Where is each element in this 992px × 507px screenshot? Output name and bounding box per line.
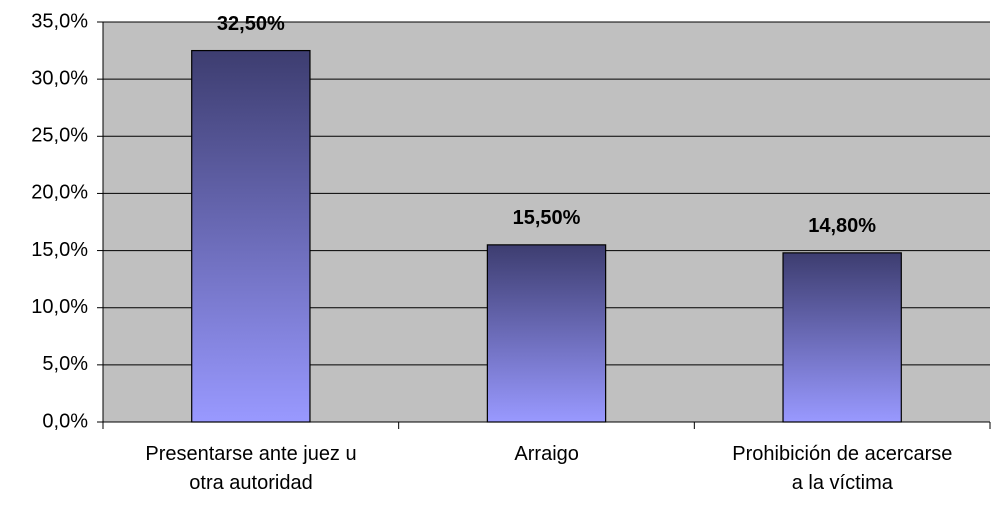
bar xyxy=(486,244,607,423)
bar xyxy=(191,49,311,423)
value-label: 15,50% xyxy=(513,207,581,229)
value-label: 32,50% xyxy=(217,13,285,35)
y-tick-label: 5,0% xyxy=(42,353,88,375)
y-tick-label: 25,0% xyxy=(31,125,88,147)
y-tick-label: 0,0% xyxy=(42,410,88,432)
y-tick-label: 35,0% xyxy=(31,10,88,32)
y-tick-label: 15,0% xyxy=(31,239,88,261)
x-tick-label: Arraigo xyxy=(514,443,579,465)
value-label: 14,80% xyxy=(808,215,876,237)
y-tick-label: 20,0% xyxy=(31,182,88,204)
x-tick-label: Presentarse ante juez u otra autoridad xyxy=(145,443,357,494)
y-tick-label: 30,0% xyxy=(31,67,88,89)
x-tick-label: Prohibición de acercarse a la víctima xyxy=(732,443,953,494)
y-tick-label: 10,0% xyxy=(31,296,88,318)
bar xyxy=(782,252,902,423)
